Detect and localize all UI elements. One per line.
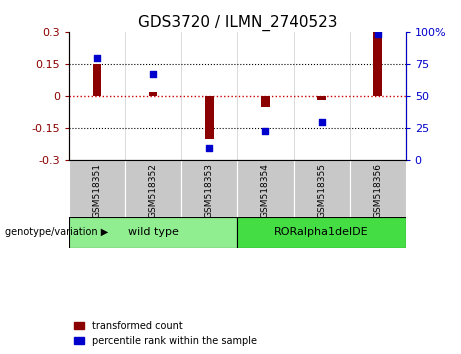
Bar xyxy=(294,160,349,217)
Text: GSM518356: GSM518356 xyxy=(373,163,382,218)
Title: GDS3720 / ILMN_2740523: GDS3720 / ILMN_2740523 xyxy=(138,14,337,30)
Text: GSM518354: GSM518354 xyxy=(261,163,270,218)
Point xyxy=(262,128,269,134)
Bar xyxy=(237,160,294,217)
Bar xyxy=(317,96,326,101)
Text: GSM518353: GSM518353 xyxy=(205,163,214,218)
Bar xyxy=(237,217,406,248)
Text: genotype/variation ▶: genotype/variation ▶ xyxy=(5,227,108,238)
Bar xyxy=(349,160,406,217)
Point xyxy=(318,119,325,125)
Text: GSM518351: GSM518351 xyxy=(93,163,102,218)
Bar xyxy=(93,64,101,96)
Bar xyxy=(125,160,181,217)
Point xyxy=(94,55,101,61)
Bar xyxy=(261,96,270,107)
Bar xyxy=(69,217,237,248)
Text: wild type: wild type xyxy=(128,227,179,238)
Text: GSM518355: GSM518355 xyxy=(317,163,326,218)
Bar xyxy=(149,92,158,96)
Point xyxy=(206,145,213,150)
Bar xyxy=(373,32,382,96)
Bar xyxy=(205,96,213,139)
Bar xyxy=(181,160,237,217)
Legend: transformed count, percentile rank within the sample: transformed count, percentile rank withi… xyxy=(74,321,256,346)
Bar xyxy=(69,160,125,217)
Text: GSM518352: GSM518352 xyxy=(149,163,158,218)
Point xyxy=(374,32,381,37)
Text: RORalpha1delDE: RORalpha1delDE xyxy=(274,227,369,238)
Point xyxy=(149,72,157,77)
